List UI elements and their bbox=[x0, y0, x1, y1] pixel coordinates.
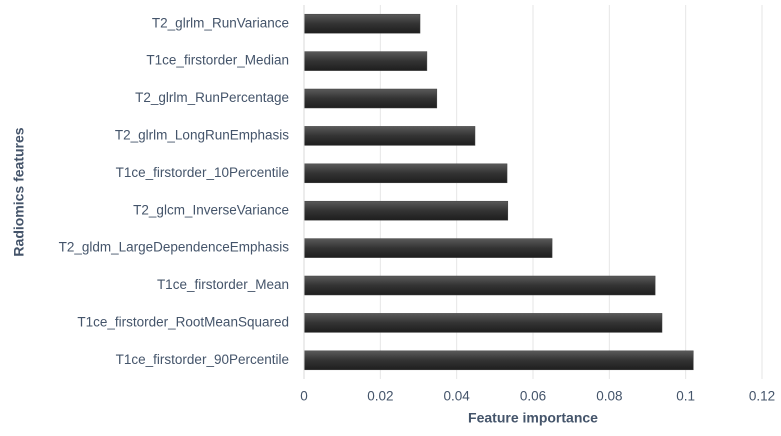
x-tick-label: 0.12 bbox=[749, 389, 775, 404]
bar bbox=[303, 126, 476, 146]
bar bbox=[303, 51, 428, 71]
x-tick-label: 0.08 bbox=[596, 389, 622, 404]
y-tick-label: T1ce_firstorder_Median bbox=[146, 53, 289, 68]
x-axis-title: Feature importance bbox=[468, 410, 598, 426]
y-tick-label: T1ce_firstorder_90Percentile bbox=[116, 352, 289, 367]
y-tick-label: T1ce_firstorder_10Percentile bbox=[116, 165, 289, 180]
x-tick-label: 0.02 bbox=[367, 389, 393, 404]
y-tick-label: T2_glrlm_LongRunEmphasis bbox=[115, 127, 289, 142]
bar bbox=[303, 163, 508, 184]
y-tick-label: T2_glrlm_RunVariance bbox=[152, 15, 289, 30]
y-tick-label: T1ce_firstorder_RootMeanSquared bbox=[77, 314, 289, 329]
y-tick-label: T2_gldm_LargeDependenceEmphasis bbox=[59, 240, 290, 255]
y-tick-label: T2_glrlm_RunPercentage bbox=[135, 90, 289, 105]
y-axis-title: Radiomics features bbox=[11, 127, 27, 256]
bar bbox=[303, 88, 438, 109]
y-tick-label: T1ce_firstorder_Mean bbox=[157, 277, 289, 292]
bar bbox=[303, 275, 656, 296]
y-tick-label: T2_glcm_InverseVariance bbox=[133, 202, 289, 217]
bar bbox=[303, 350, 694, 371]
bar bbox=[303, 13, 421, 34]
bar bbox=[303, 238, 553, 258]
x-tick-label: 0 bbox=[300, 389, 308, 404]
x-tick-label: 0.06 bbox=[520, 389, 546, 404]
bar bbox=[303, 200, 509, 221]
bar bbox=[303, 313, 663, 333]
x-tick-label: 0.04 bbox=[444, 389, 471, 404]
x-tick-label: 0.1 bbox=[676, 389, 695, 404]
